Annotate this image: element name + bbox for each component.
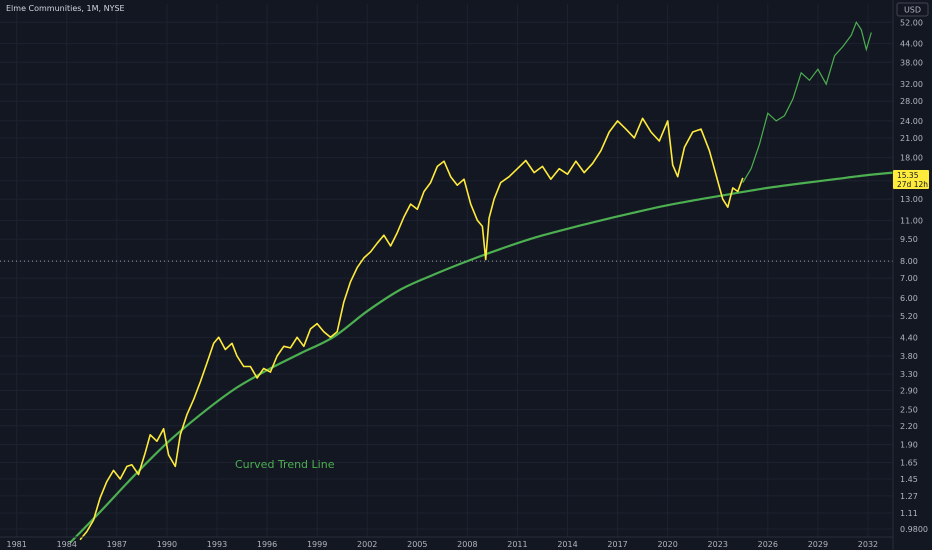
y-tick-label: 1.45 [900, 475, 918, 484]
y-tick-label: 6.00 [900, 294, 918, 303]
x-tick-label: 2032 [858, 540, 878, 549]
y-tick-label: 11.00 [900, 216, 923, 225]
y-tick-label: 28.00 [900, 97, 923, 106]
grid [0, 4, 893, 537]
x-tick-label: 1990 [157, 540, 177, 549]
price-line [79, 117, 744, 541]
y-tick-label: 38.00 [900, 58, 923, 67]
x-tick-label: 1981 [7, 540, 27, 549]
currency-button[interactable] [896, 2, 929, 17]
x-tick-label: 1993 [207, 540, 227, 549]
x-tick-label: 2026 [758, 540, 778, 549]
y-tick-label: 9.50 [900, 235, 918, 244]
y-tick-label: 32.00 [900, 80, 923, 89]
current-price-value: 15.35 [897, 171, 919, 180]
y-tick-label: 13.00 [900, 195, 923, 204]
y-tick-label: 1.90 [900, 440, 918, 449]
x-tick-label: 1987 [107, 540, 127, 549]
y-tick-label: 1.11 [900, 509, 918, 518]
y-tick-label: 0.9800 [900, 525, 928, 534]
y-tick-label: 2.20 [900, 422, 918, 431]
x-tick-label: 2029 [808, 540, 828, 549]
y-tick-label: 44.00 [900, 40, 923, 49]
x-tick-label: 2002 [357, 540, 377, 549]
x-tick-label: 2014 [557, 540, 577, 549]
y-tick-label: 4.40 [900, 333, 918, 342]
x-tick-label: 1984 [57, 540, 77, 549]
y-tick-label: 18.00 [900, 154, 923, 163]
y-tick-label: 1.27 [900, 492, 918, 501]
y-tick-label: 8.00 [900, 257, 918, 266]
y-tick-label: 1.65 [900, 458, 918, 467]
bar-countdown: 27d 12h [897, 180, 928, 189]
price-axis[interactable] [893, 0, 932, 550]
chart-title: Elme Communities, 1M, NYSE [6, 4, 125, 13]
x-tick-label: 2020 [657, 540, 677, 549]
x-tick-label: 2005 [407, 540, 427, 549]
y-tick-label: 24.00 [900, 117, 923, 126]
currency-label: USD [904, 6, 921, 15]
x-tick-label: 2008 [457, 540, 477, 549]
x-tick-label: 2011 [507, 540, 527, 549]
trend-annotation: Curved Trend Line [235, 458, 335, 471]
y-tick-label: 5.20 [900, 312, 918, 321]
projection-line [742, 21, 872, 183]
time-axis-labels: 1981 1984 1987 1990 1993 1996 1999 2002 2005 2008… [7, 540, 879, 549]
current-price-badge [893, 170, 929, 189]
x-tick-label: 1996 [257, 540, 277, 549]
x-tick-label: 2017 [607, 540, 627, 549]
y-tick-label: 3.80 [900, 352, 918, 361]
y-tick-label: 21.00 [900, 134, 923, 143]
trend-line [69, 171, 894, 544]
y-tick-label: 3.30 [900, 370, 918, 379]
y-tick-label: 2.90 [900, 387, 918, 396]
y-tick-label: 2.50 [900, 405, 918, 414]
x-tick-label: 1999 [307, 540, 327, 549]
y-tick-label: 52.00 [900, 18, 923, 27]
y-tick-label: 7.00 [900, 274, 918, 283]
x-tick-label: 2023 [708, 540, 728, 549]
